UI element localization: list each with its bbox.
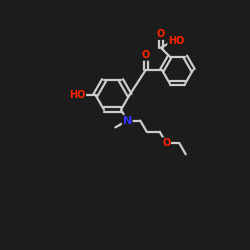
Text: O: O — [157, 29, 165, 39]
Text: N: N — [122, 116, 132, 126]
Text: O: O — [142, 50, 150, 60]
Text: HO: HO — [168, 36, 184, 46]
Text: HO: HO — [69, 90, 86, 100]
Text: O: O — [162, 138, 170, 148]
